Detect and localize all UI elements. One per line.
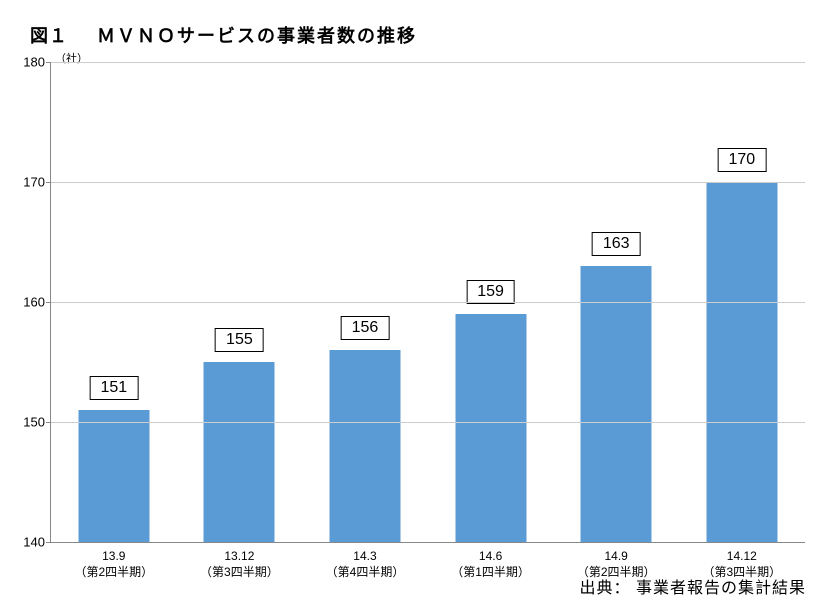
x-tick-top: 13.12 [224, 549, 254, 563]
x-tick-top: 14.3 [353, 549, 376, 563]
x-tick-sub: （第1四半期） [428, 564, 554, 580]
y-tick-mark [46, 302, 51, 303]
y-tick-label: 180 [11, 55, 45, 70]
bar [706, 182, 777, 542]
gridline [51, 422, 805, 423]
bar [455, 314, 526, 542]
bar [329, 350, 400, 542]
x-tick-top: 14.12 [727, 549, 757, 563]
title-prefix: 図１ [30, 26, 68, 46]
y-tick-mark [46, 182, 51, 183]
bar [581, 266, 652, 542]
bar-value-label: 163 [592, 232, 641, 256]
y-tick-label: 170 [11, 175, 45, 190]
x-tick-label: 13.9（第2四半期） [51, 548, 177, 580]
bar-value-label: 156 [341, 316, 390, 340]
x-tick-top: 13.9 [102, 549, 125, 563]
bar-value-label: 170 [717, 148, 766, 172]
x-tick-top: 14.6 [479, 549, 502, 563]
bar [204, 362, 275, 542]
gridline [51, 182, 805, 183]
x-tick-label: 14.6（第1四半期） [428, 548, 554, 580]
y-tick-label: 150 [11, 415, 45, 430]
x-tick-sub: （第4四半期） [302, 564, 428, 580]
y-tick-mark [46, 542, 51, 543]
x-tick-top: 14.9 [605, 549, 628, 563]
x-tick-sub: （第3四半期） [177, 564, 303, 580]
x-tick-label: 13.12（第3四半期） [177, 548, 303, 580]
y-tick-mark [46, 422, 51, 423]
y-tick-mark [46, 62, 51, 63]
bar-value-label: 155 [215, 328, 264, 352]
title-main: ＭＶＮＯサービスの事業者数の推移 [97, 26, 417, 46]
bar-value-label: 151 [89, 376, 138, 400]
y-tick-label: 140 [11, 535, 45, 550]
x-tick-sub: （第2四半期） [51, 564, 177, 580]
gridline [51, 62, 805, 63]
bar-value-label: 159 [466, 280, 515, 304]
y-tick-label: 160 [11, 295, 45, 310]
gridline [51, 302, 805, 303]
bar [78, 410, 149, 542]
chart-container: 図１ ＭＶＮＯサービスの事業者数の推移 （社） 1511551561591631… [0, 0, 826, 610]
plot-area: 151155156159163170 14015016017018013.9（第… [50, 62, 805, 543]
source-label: 出典： 事業者報告の集計結果 [580, 574, 806, 598]
chart-title-row: 図１ ＭＶＮＯサービスの事業者数の推移 [30, 22, 417, 48]
x-tick-label: 14.3（第4四半期） [302, 548, 428, 580]
